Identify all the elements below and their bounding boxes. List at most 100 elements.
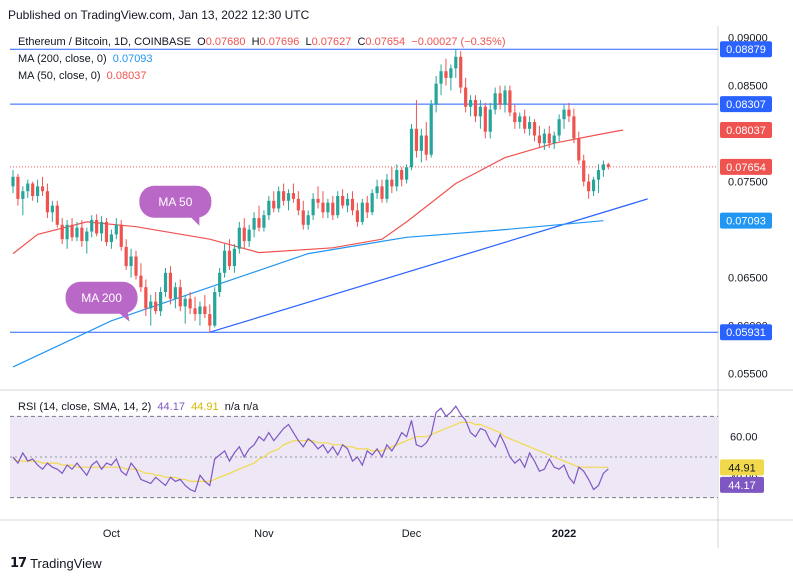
candle-body [380, 186, 384, 199]
footer-brand: TradingView [30, 556, 102, 571]
price-axis-label-bg [720, 158, 772, 175]
candle [129, 248, 133, 278]
candle-body [355, 210, 359, 222]
candle [90, 215, 94, 238]
candle [247, 224, 251, 247]
candle-body [365, 202, 369, 213]
candle-body [523, 116, 527, 129]
ma200-value: 0.07093 [112, 53, 153, 65]
candle [370, 189, 374, 216]
candle-body [267, 200, 271, 216]
candle-body [291, 193, 296, 199]
candle [163, 268, 168, 297]
candle [282, 183, 286, 206]
candle [493, 87, 497, 115]
candle [557, 114, 561, 142]
candle-body [424, 135, 428, 155]
trendline-layer [209, 198, 648, 333]
candle-body [31, 183, 35, 196]
candle [577, 131, 581, 165]
candle-body [336, 196, 340, 216]
horizontal-levels [10, 48, 718, 333]
candle [483, 102, 487, 139]
price-axis-label-text: 0.07093 [726, 216, 766, 228]
rsi-axis-label-text: 44.91 [728, 462, 756, 474]
annotation-box [65, 281, 138, 314]
candle [60, 218, 64, 244]
time-tick-label: Dec [402, 528, 422, 540]
candle [316, 186, 320, 209]
candle [70, 218, 74, 242]
candle-body [99, 221, 104, 234]
rsi-axis-label-text: 44.17 [728, 480, 756, 492]
candle-body [252, 218, 256, 230]
price-axis-label-bg [720, 41, 772, 58]
price-axis-label-text: 0.07654 [726, 162, 766, 174]
candle [16, 173, 20, 206]
candle-body [606, 164, 610, 167]
price-labels: 0.08879 0.08307 0.08037 0.07654 0.07093 0.059… [720, 41, 772, 493]
candle [444, 58, 448, 86]
candle [267, 196, 271, 220]
candle-body [154, 301, 158, 312]
candle [468, 95, 473, 117]
candle-body [45, 191, 50, 213]
candle-body [232, 248, 236, 267]
candle-body [213, 292, 217, 326]
candle-body [449, 68, 453, 78]
candle [31, 181, 35, 201]
candle-body [296, 198, 300, 211]
ma50-line [12, 129, 624, 255]
annotation-bubble: MA 200 [65, 281, 138, 322]
candle-body [65, 224, 69, 240]
candle [419, 128, 423, 163]
candles [11, 49, 610, 333]
candle [222, 244, 227, 278]
candle [508, 85, 512, 117]
candle-body [419, 135, 423, 151]
candle-body [414, 128, 419, 151]
candle [109, 229, 113, 249]
candle [596, 164, 601, 194]
candle [119, 220, 123, 251]
candle-body [188, 298, 192, 309]
candle [478, 100, 482, 129]
candle-body [360, 202, 364, 222]
candle [380, 179, 384, 203]
candle-body [503, 90, 507, 105]
candle [498, 85, 502, 110]
candle-body [341, 196, 345, 206]
candle-body [434, 83, 438, 105]
candle [606, 162, 610, 170]
candle [227, 239, 232, 270]
candle [518, 112, 522, 129]
candle [523, 109, 527, 134]
candle [311, 193, 315, 220]
candle [360, 198, 364, 225]
candle [562, 104, 566, 129]
candle-body [464, 87, 468, 107]
rsi-value: 44.17 [157, 401, 185, 413]
candle-body [114, 224, 118, 235]
rsi-label: RSI (14, close, SMA, 14, 2) [18, 401, 152, 413]
candle-body [468, 100, 473, 107]
candle [405, 164, 409, 184]
candle [80, 220, 84, 247]
candle [542, 128, 546, 150]
candle [345, 193, 350, 213]
candle [532, 119, 537, 142]
candle [547, 125, 551, 148]
price-axis-label: 0.05931 [720, 324, 772, 341]
candle [395, 164, 399, 192]
candle [26, 179, 30, 198]
candle-body [124, 246, 128, 267]
legend-open: 0.07680 [205, 36, 246, 48]
candle [414, 100, 419, 158]
candle-body [439, 71, 443, 84]
candle-body [370, 193, 374, 213]
candle-body [168, 272, 173, 299]
support-trendline [209, 198, 648, 333]
candle [296, 191, 300, 216]
candle [213, 287, 217, 328]
candle-body [473, 100, 478, 117]
